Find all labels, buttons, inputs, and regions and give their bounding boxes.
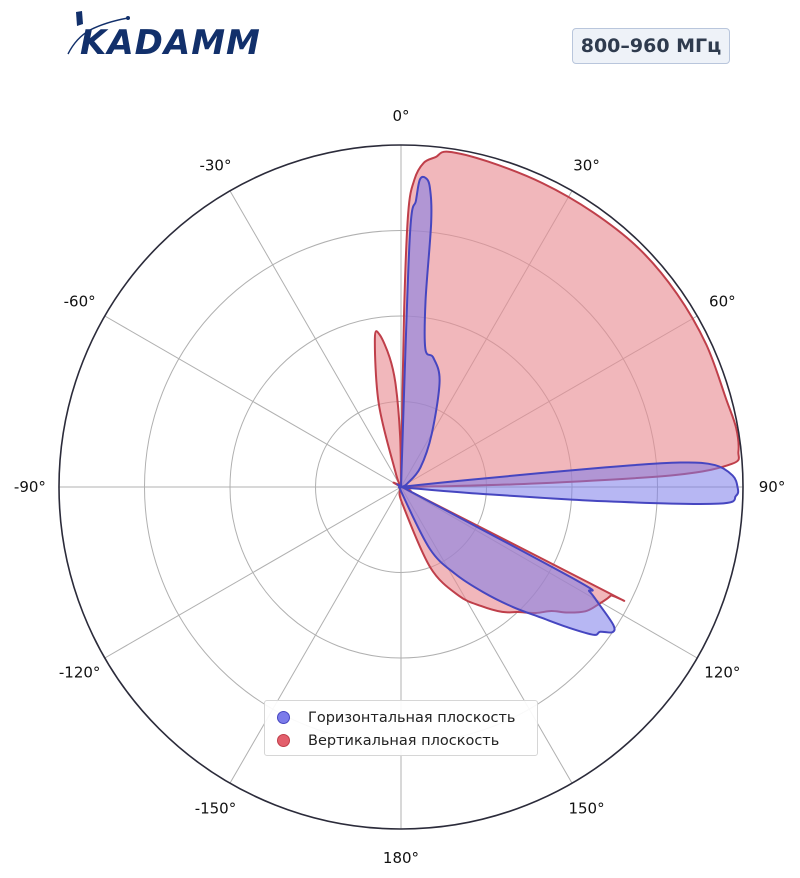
- legend-label-horizontal: Горизонтальная плоскость: [308, 709, 516, 726]
- legend-item-horizontal: Горизонтальная плоскость: [277, 706, 537, 729]
- horizontal-pattern-area: [396, 175, 740, 636]
- logo-swoosh-icon: [67, 17, 129, 55]
- polar-frame: [58, 144, 744, 830]
- chart-legend: Горизонтальная плоскость Вертикальная пл…: [264, 700, 538, 756]
- kadamm-logo: KADAMM: [67, 11, 261, 60]
- angle-tick-label: 30°: [573, 157, 600, 175]
- logo-dot-icon: [126, 16, 130, 20]
- angle-tick-label: -90°: [14, 478, 46, 496]
- angle-tick-label: -120°: [59, 664, 101, 682]
- radiation-patterns: [373, 150, 740, 636]
- angle-tick-label: -60°: [64, 292, 96, 310]
- angle-tick-label: 60°: [709, 292, 736, 310]
- legend-swatch-vertical: [277, 734, 290, 747]
- legend-label-vertical: Вертикальная плоскость: [308, 732, 500, 749]
- angle-tick-label: -30°: [199, 157, 231, 175]
- angle-tick-label: 120°: [704, 664, 740, 682]
- angle-tick-label: 150°: [568, 799, 604, 817]
- polar-outer-circle: [58, 144, 744, 830]
- angle-tick-label: 90°: [759, 478, 786, 496]
- angle-tick-label: -150°: [195, 799, 237, 817]
- frequency-band-badge: 800–960 МГц: [572, 28, 730, 64]
- angle-tick-label: 180°: [383, 849, 419, 867]
- angle-tick-label: 0°: [392, 107, 409, 125]
- legend-swatch-horizontal: [277, 711, 290, 724]
- angle-tick-labels: 0° 30° 60° 90° 120° 150° 180° -150° -120° -90° -60…: [14, 107, 785, 867]
- logo-leaf-icon: [76, 11, 83, 26]
- legend-item-vertical: Вертикальная плоскость: [277, 729, 537, 752]
- logo-wordmark: KADAMM: [80, 23, 261, 60]
